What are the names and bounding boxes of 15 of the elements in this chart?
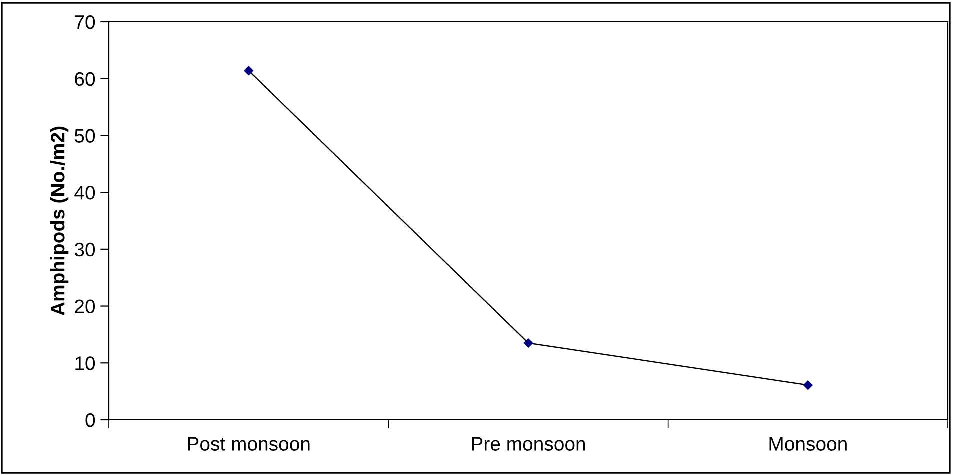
y-axis-title: Amphipods (No./m2) — [50, 126, 69, 316]
y-tick-label: 60 — [75, 72, 96, 86]
point — [244, 66, 254, 76]
y-tick-label: 20 — [75, 300, 96, 314]
x-tick-label: Post monsoon — [188, 437, 310, 451]
y-tick-label: 70 — [75, 15, 96, 30]
y-tick-label: 50 — [74, 129, 96, 143]
y-tick-label: 10 — [76, 356, 96, 370]
y-tick-label: 30 — [74, 242, 96, 257]
point — [804, 380, 813, 390]
x-tick-label: Pre monsoon — [472, 437, 586, 451]
x-tick-label: Monsoon — [770, 437, 847, 451]
point — [524, 338, 534, 348]
y-tick-label: 40 — [74, 186, 96, 200]
y-tick-label: 0 — [86, 413, 96, 428]
